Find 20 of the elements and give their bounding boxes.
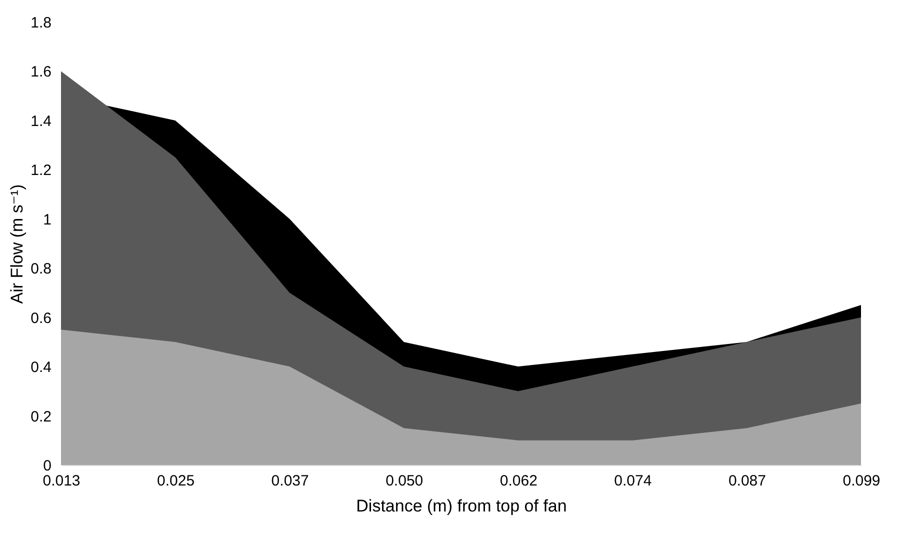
y-tick-label: 1.8 xyxy=(30,14,52,32)
x-tick-label: 0.025 xyxy=(157,472,195,490)
x-tick-label: 0.037 xyxy=(271,472,309,490)
y-axis-title: Air Flow (m s⁻¹) xyxy=(8,184,27,304)
x-axis-title: Distance (m) from top of fan xyxy=(356,496,567,516)
y-tick-label: 0.8 xyxy=(30,260,52,278)
x-tick-label: 0.050 xyxy=(386,472,424,490)
y-tick-label: 1.4 xyxy=(30,112,52,130)
x-tick-label: 0.099 xyxy=(842,472,880,490)
y-tick-label: 0 xyxy=(43,458,52,474)
y-tick-label: 1.2 xyxy=(30,162,52,180)
y-tick-label: 0.4 xyxy=(30,359,52,376)
y-tick-label: 1.6 xyxy=(30,64,52,81)
x-tick-label: 0.074 xyxy=(614,472,652,490)
y-tick-label: 1 xyxy=(43,211,52,228)
y-tick-label: 0.6 xyxy=(30,310,52,327)
x-tick-label: 0.087 xyxy=(728,472,766,490)
x-tick-label: 0.013 xyxy=(42,472,80,490)
y-tick-label: 0.2 xyxy=(30,408,52,426)
x-tick-label: 0.062 xyxy=(500,472,538,490)
